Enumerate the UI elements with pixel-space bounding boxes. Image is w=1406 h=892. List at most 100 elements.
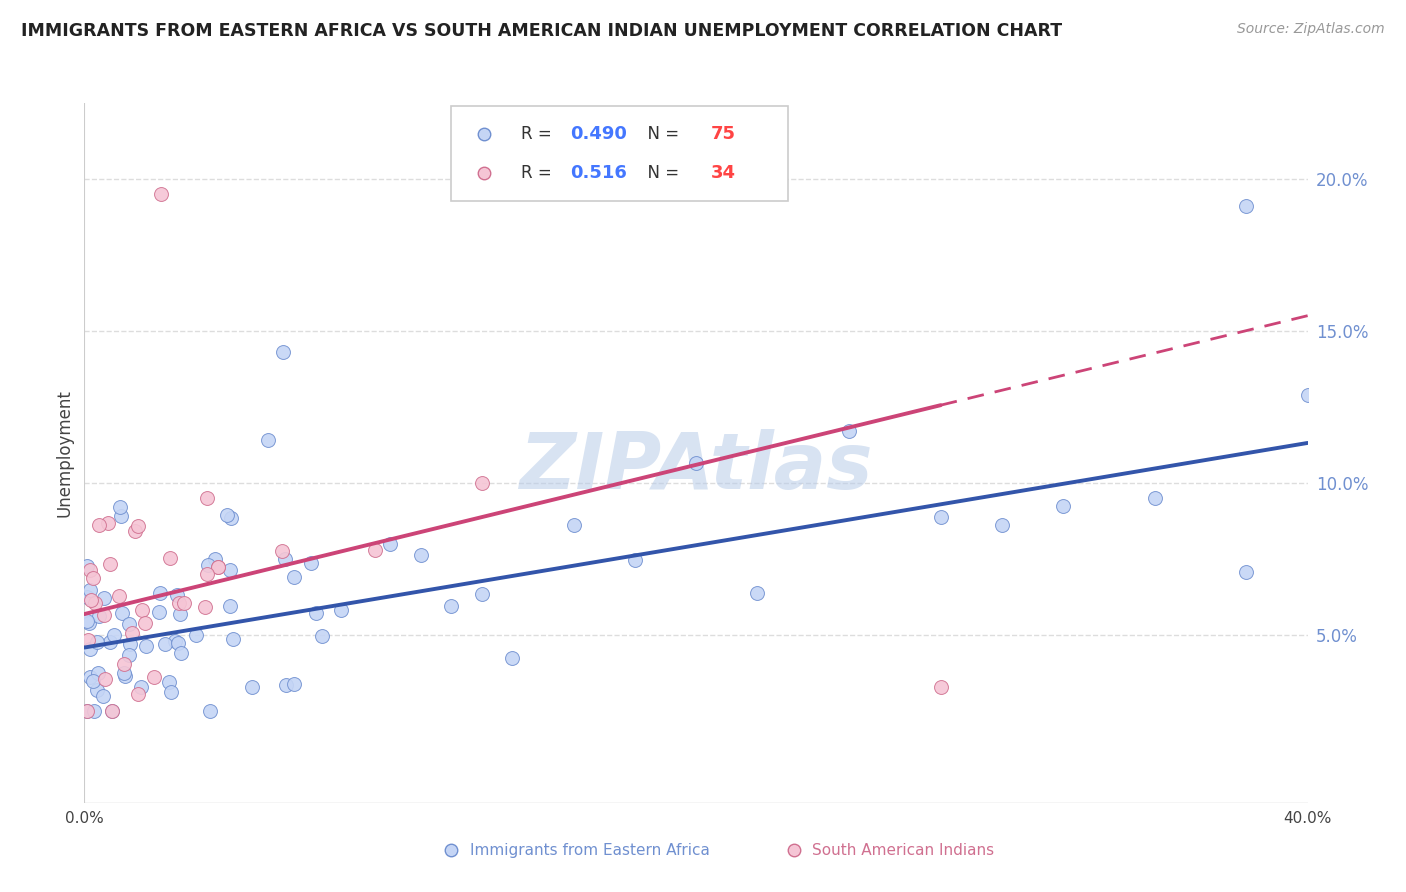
Point <box>195 566 218 581</box>
Text: ZIPAtlas: ZIPAtlas <box>519 429 873 505</box>
Point <box>101 705 124 719</box>
Point <box>97 516 120 530</box>
Point <box>1296 388 1319 402</box>
Point <box>173 595 195 609</box>
Point <box>79 583 101 598</box>
Point <box>1143 491 1166 505</box>
Point <box>330 602 353 616</box>
Text: 0.516: 0.516 <box>569 163 627 182</box>
Point <box>79 670 101 684</box>
Point <box>311 629 333 643</box>
Point <box>112 665 135 680</box>
Point <box>195 491 218 506</box>
Point <box>240 680 263 694</box>
Point <box>111 606 134 620</box>
Point <box>86 635 108 649</box>
Point <box>197 558 219 572</box>
Point <box>79 592 101 607</box>
Point <box>121 626 143 640</box>
Point <box>112 657 135 671</box>
Text: Immigrants from Eastern Africa: Immigrants from Eastern Africa <box>470 843 710 858</box>
Text: 0.490: 0.490 <box>569 125 627 143</box>
Point <box>305 607 328 621</box>
Text: N =: N = <box>637 125 685 143</box>
Point <box>118 616 141 631</box>
Point <box>87 608 110 623</box>
Text: 34: 34 <box>710 163 735 182</box>
Text: R =: R = <box>522 163 557 182</box>
Point <box>89 517 111 532</box>
Point <box>157 675 180 690</box>
Text: Source: ZipAtlas.com: Source: ZipAtlas.com <box>1237 22 1385 37</box>
Point <box>440 599 463 614</box>
Point <box>82 673 104 688</box>
Point <box>108 500 131 514</box>
Point <box>114 669 136 683</box>
Point <box>155 637 177 651</box>
Point <box>221 632 243 646</box>
Point <box>1052 500 1074 514</box>
Point <box>204 551 226 566</box>
Point <box>127 687 149 701</box>
Point <box>624 553 647 567</box>
Text: R =: R = <box>522 125 557 143</box>
Point <box>207 560 229 574</box>
Text: 75: 75 <box>710 125 735 143</box>
Point <box>747 586 769 600</box>
Point <box>257 434 280 448</box>
Point <box>93 690 115 704</box>
Point <box>127 518 149 533</box>
Point <box>148 605 170 619</box>
Point <box>170 647 193 661</box>
Point <box>207 559 229 574</box>
Text: IMMIGRANTS FROM EASTERN AFRICA VS SOUTH AMERICAN INDIAN UNEMPLOYMENT CORRELATION: IMMIGRANTS FROM EASTERN AFRICA VS SOUTH … <box>21 22 1062 40</box>
Point <box>83 705 105 719</box>
Point <box>76 614 98 628</box>
Point <box>98 557 121 571</box>
Point <box>124 524 146 538</box>
Point <box>134 616 156 631</box>
Point <box>271 345 294 359</box>
Point <box>142 670 165 684</box>
Point <box>471 586 494 600</box>
Point <box>218 563 240 577</box>
Point <box>131 603 153 617</box>
Point <box>685 456 707 470</box>
Point <box>274 551 297 566</box>
Point <box>101 705 124 719</box>
Point <box>283 677 305 691</box>
Point <box>184 628 207 642</box>
Point <box>79 642 101 657</box>
Point <box>82 571 104 585</box>
Point <box>200 705 222 719</box>
Point <box>76 559 98 574</box>
Point <box>166 636 188 650</box>
Point <box>76 705 98 719</box>
Point <box>217 508 239 523</box>
Point <box>76 590 98 604</box>
Point <box>149 585 172 599</box>
Point <box>120 637 142 651</box>
Point <box>283 570 305 584</box>
Point <box>991 517 1014 532</box>
Point <box>409 548 432 562</box>
Point <box>502 650 524 665</box>
Point <box>165 634 187 648</box>
Point <box>108 589 131 603</box>
Point <box>103 628 125 642</box>
Text: N =: N = <box>637 163 685 182</box>
Point <box>219 511 242 525</box>
Point <box>471 476 494 491</box>
Point <box>131 681 153 695</box>
Point <box>159 550 181 565</box>
Point <box>929 510 952 524</box>
Point <box>93 607 115 622</box>
Point <box>86 682 108 697</box>
Point <box>94 673 117 687</box>
Point <box>562 517 585 532</box>
Point <box>167 596 190 610</box>
Point <box>77 632 100 647</box>
Point <box>149 186 172 201</box>
Point <box>110 508 132 523</box>
Point <box>380 537 402 551</box>
